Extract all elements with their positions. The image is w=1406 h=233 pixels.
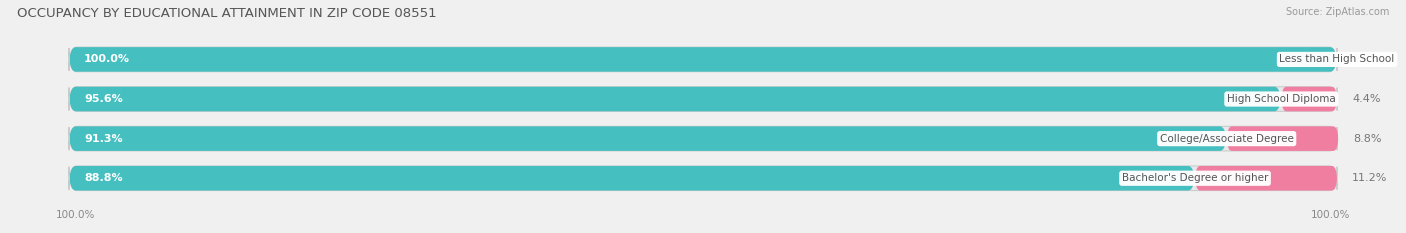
Text: 91.3%: 91.3% <box>84 134 122 144</box>
FancyBboxPatch shape <box>69 87 1281 111</box>
Text: 4.4%: 4.4% <box>1353 94 1381 104</box>
Text: Source: ZipAtlas.com: Source: ZipAtlas.com <box>1285 7 1389 17</box>
Text: OCCUPANCY BY EDUCATIONAL ATTAINMENT IN ZIP CODE 08551: OCCUPANCY BY EDUCATIONAL ATTAINMENT IN Z… <box>17 7 436 20</box>
FancyBboxPatch shape <box>69 126 1337 151</box>
Text: 8.8%: 8.8% <box>1354 134 1382 144</box>
Text: 100.0%: 100.0% <box>1310 210 1350 220</box>
FancyBboxPatch shape <box>69 126 1227 151</box>
Text: Bachelor's Degree or higher: Bachelor's Degree or higher <box>1122 173 1268 183</box>
Text: 100.0%: 100.0% <box>84 55 131 64</box>
FancyBboxPatch shape <box>1281 87 1337 111</box>
FancyBboxPatch shape <box>69 166 1195 191</box>
FancyBboxPatch shape <box>1195 166 1337 191</box>
Text: 11.2%: 11.2% <box>1353 173 1388 183</box>
Text: Less than High School: Less than High School <box>1279 55 1395 64</box>
FancyBboxPatch shape <box>1227 126 1339 151</box>
FancyBboxPatch shape <box>69 166 1337 191</box>
Text: 0.0%: 0.0% <box>1353 55 1381 64</box>
FancyBboxPatch shape <box>69 87 1337 111</box>
FancyBboxPatch shape <box>69 47 1337 72</box>
Text: High School Diploma: High School Diploma <box>1227 94 1336 104</box>
Text: 100.0%: 100.0% <box>56 210 96 220</box>
FancyBboxPatch shape <box>69 47 1337 72</box>
Text: 95.6%: 95.6% <box>84 94 122 104</box>
Text: 88.8%: 88.8% <box>84 173 122 183</box>
Text: College/Associate Degree: College/Associate Degree <box>1160 134 1294 144</box>
